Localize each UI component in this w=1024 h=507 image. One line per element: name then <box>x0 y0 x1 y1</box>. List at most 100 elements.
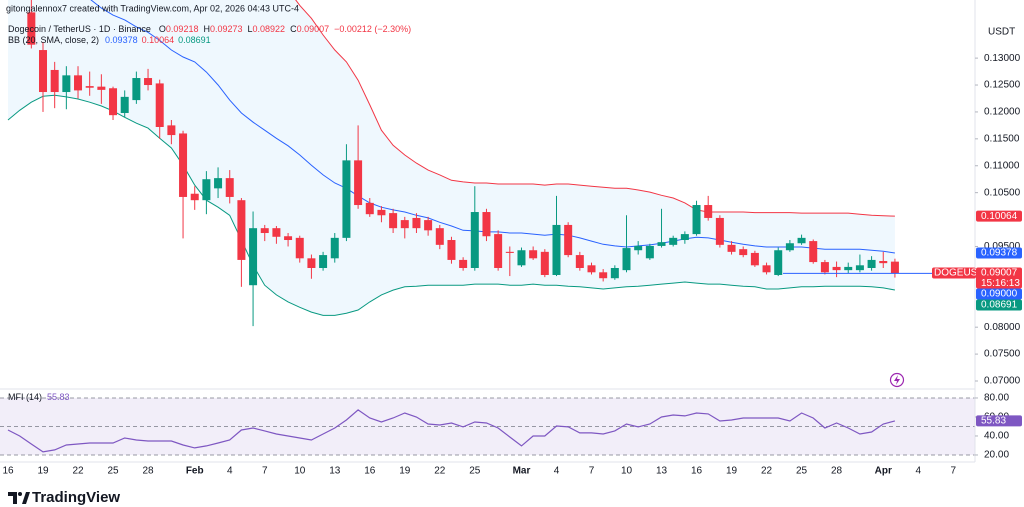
candle-body <box>820 262 829 273</box>
mfi-y-tick-label: 20.00 <box>984 450 1009 461</box>
y-tick-label: 0.09500 <box>984 241 1021 252</box>
candle-body <box>587 265 596 273</box>
alert-icon <box>889 372 905 388</box>
candle-body <box>85 86 94 88</box>
x-tick-label: 7 <box>589 466 595 477</box>
candle-body <box>424 220 433 231</box>
candle-body <box>377 209 386 216</box>
candle-body <box>797 237 806 244</box>
y-tick-label: 0.11000 <box>984 160 1020 171</box>
mfi-last-label: 55.83 <box>981 416 1006 427</box>
x-tick-label: 28 <box>831 466 843 477</box>
candle-body <box>342 160 351 238</box>
candle-body <box>319 255 328 268</box>
candle-body <box>330 237 339 259</box>
candle-body <box>482 212 491 237</box>
candle-body <box>610 267 619 279</box>
x-tick-label: 4 <box>554 466 560 477</box>
mfi-pane <box>0 397 975 456</box>
x-tick-label: 19 <box>399 466 411 477</box>
x-tick-label: 13 <box>656 466 668 477</box>
x-tick-label: 4 <box>227 466 233 477</box>
candle-body <box>225 178 234 197</box>
ohlc-value: 0.09273 <box>210 24 243 34</box>
candle-body <box>622 248 631 271</box>
x-tick-label: 19 <box>37 466 49 477</box>
price-label: 0.09007 <box>981 268 1018 279</box>
candle-body <box>412 217 421 229</box>
candle-body <box>785 243 794 251</box>
candle-body <box>179 133 188 197</box>
symbol: Dogecoin / TetherUS · 1D · Binance <box>8 24 151 34</box>
x-tick-label: 25 <box>107 466 119 477</box>
x-tick-label: 7 <box>950 466 956 477</box>
symbol-tag: DOGEUSDT <box>934 268 991 279</box>
ohlc-key: C <box>290 24 297 34</box>
bb-legend: BB (20, SMA, close, 2) 0.09378 0.10064 0.08… <box>8 35 211 45</box>
x-tick-label: Apr <box>875 466 892 477</box>
ohlc-key: O <box>159 24 166 34</box>
axis-unit: USDT <box>988 27 1015 38</box>
price-label: 0.09378 <box>981 248 1018 259</box>
candle-body <box>400 220 409 229</box>
price-label-box <box>976 247 1022 259</box>
mfi-legend: MFI (14) 55.83 <box>8 392 70 402</box>
candle-body <box>692 205 701 235</box>
bb-value: 0.09378 <box>105 35 138 45</box>
candle-body <box>167 125 176 136</box>
ohlc-value: 0.08922 <box>253 24 286 34</box>
candle-body <box>190 193 199 201</box>
candle-body <box>214 178 223 189</box>
candle-body <box>762 265 771 273</box>
y-tick-label: 0.11500 <box>984 133 1020 144</box>
candle-body <box>867 259 876 268</box>
candle-body <box>354 160 363 206</box>
x-tick-label: 22 <box>72 466 84 477</box>
candle-body <box>704 205 713 218</box>
bb-value: 0.08691 <box>178 35 211 45</box>
ohlc-key: L <box>248 24 253 34</box>
candle-body <box>634 245 643 251</box>
y-tick-label: 0.07500 <box>984 349 1021 360</box>
candle-body <box>62 75 71 93</box>
candle-body <box>739 249 748 256</box>
ohlc-key: H <box>203 24 210 34</box>
y-tick-label: 0.10500 <box>984 187 1021 198</box>
candle-body <box>645 245 654 259</box>
mfi-y-tick-label: 80.00 <box>984 393 1009 404</box>
candle-body <box>529 250 538 259</box>
candle-body <box>155 83 164 128</box>
candle-body <box>890 261 899 273</box>
candle-body <box>365 202 374 215</box>
bb-name: BB (20, SMA, close, 2) <box>8 35 99 45</box>
candle-body <box>202 179 211 201</box>
candle-body <box>494 234 503 268</box>
x-tick-label: 22 <box>434 466 446 477</box>
candle-body <box>832 266 841 271</box>
price-label-box <box>976 299 1022 311</box>
mfi-last-box <box>976 415 1022 427</box>
candle-body <box>307 258 316 268</box>
candle-body <box>120 96 129 114</box>
x-tick-label: 28 <box>142 466 154 477</box>
candle-body <box>74 75 83 91</box>
y-tick-label: 0.08000 <box>984 322 1021 333</box>
x-tick-label: 25 <box>469 466 481 477</box>
x-tick-label: 16 <box>691 466 703 477</box>
candle-body <box>389 213 398 229</box>
price-label-box <box>976 210 1022 222</box>
candle-body <box>447 240 456 260</box>
candle-body <box>809 241 818 263</box>
candle-body <box>435 228 444 245</box>
brand: TradingView <box>32 489 120 506</box>
ohlc-value: 0.09218 <box>166 24 199 34</box>
candle-body <box>470 212 479 268</box>
price-label-box <box>976 288 1022 300</box>
candle-body <box>284 236 293 241</box>
symbol-legend: Dogecoin / TetherUS · 1D · Binance O0.092… <box>8 24 411 34</box>
candle-body <box>669 237 678 245</box>
candle-body <box>132 78 141 101</box>
